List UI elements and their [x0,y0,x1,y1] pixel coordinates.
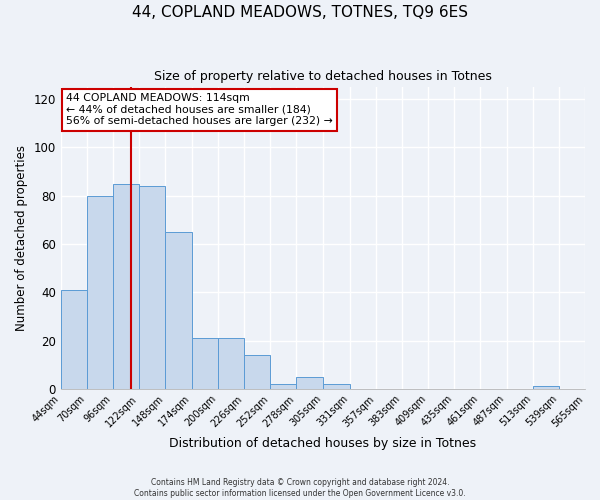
Bar [218,338,244,389]
Bar [323,384,350,389]
Bar [296,376,323,389]
Text: 44 COPLAND MEADOWS: 114sqm
← 44% of detached houses are smaller (184)
56% of sem: 44 COPLAND MEADOWS: 114sqm ← 44% of deta… [66,93,333,126]
Bar [244,355,270,389]
Bar [113,184,139,389]
Text: Contains HM Land Registry data © Crown copyright and database right 2024.
Contai: Contains HM Land Registry data © Crown c… [134,478,466,498]
Bar [191,338,218,389]
Bar [533,386,559,389]
Title: Size of property relative to detached houses in Totnes: Size of property relative to detached ho… [154,70,492,83]
Y-axis label: Number of detached properties: Number of detached properties [15,145,28,331]
Bar [270,384,296,389]
Bar [139,186,166,389]
Bar [61,290,87,389]
X-axis label: Distribution of detached houses by size in Totnes: Distribution of detached houses by size … [169,437,476,450]
Bar [166,232,191,389]
Text: 44, COPLAND MEADOWS, TOTNES, TQ9 6ES: 44, COPLAND MEADOWS, TOTNES, TQ9 6ES [132,5,468,20]
Bar [87,196,113,389]
